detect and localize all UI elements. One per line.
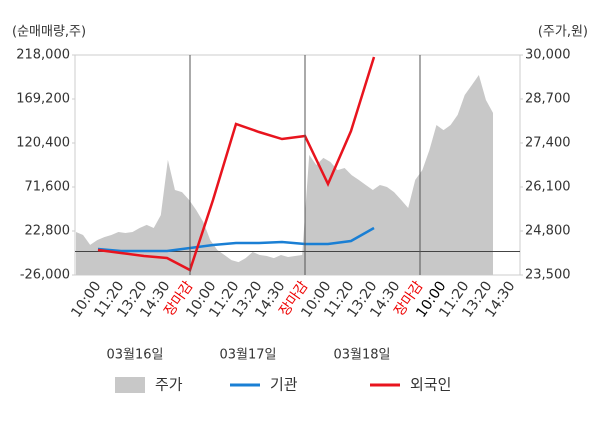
y2-tick-label: 26,100 — [525, 180, 571, 195]
y2-tick-label: 30,000 — [525, 48, 571, 63]
y2-tick-label: 28,700 — [525, 92, 571, 107]
date-label: 03월16일 — [106, 348, 163, 363]
legend-label: 기관 — [270, 376, 298, 394]
y-tick-label: -26,000 — [20, 268, 70, 283]
y2-tick-label: 27,400 — [525, 136, 571, 151]
left-axis-label: (순매매량,주) — [12, 25, 86, 40]
price-area — [76, 74, 493, 275]
right-axis-label: (주가,원) — [538, 25, 588, 40]
series-line — [97, 226, 375, 253]
y-tick-label: 22,800 — [25, 224, 71, 239]
series-line — [97, 56, 376, 272]
date-label: 03월17일 — [219, 348, 276, 363]
y2-tick-label: 23,500 — [525, 268, 571, 283]
date-label: 03월18일 — [333, 348, 390, 363]
legend-label: 주가 — [155, 376, 183, 394]
y-tick-label: 169,200 — [16, 92, 70, 107]
legend-label: 외국인 — [410, 376, 451, 394]
y2-tick-label: 24,800 — [525, 224, 571, 239]
y-tick-label: 71,600 — [25, 180, 71, 195]
y-tick-label: 120,400 — [16, 136, 70, 151]
plot — [75, 56, 520, 275]
y-tick-label: 218,000 — [16, 48, 70, 63]
legend-swatch — [115, 377, 145, 393]
